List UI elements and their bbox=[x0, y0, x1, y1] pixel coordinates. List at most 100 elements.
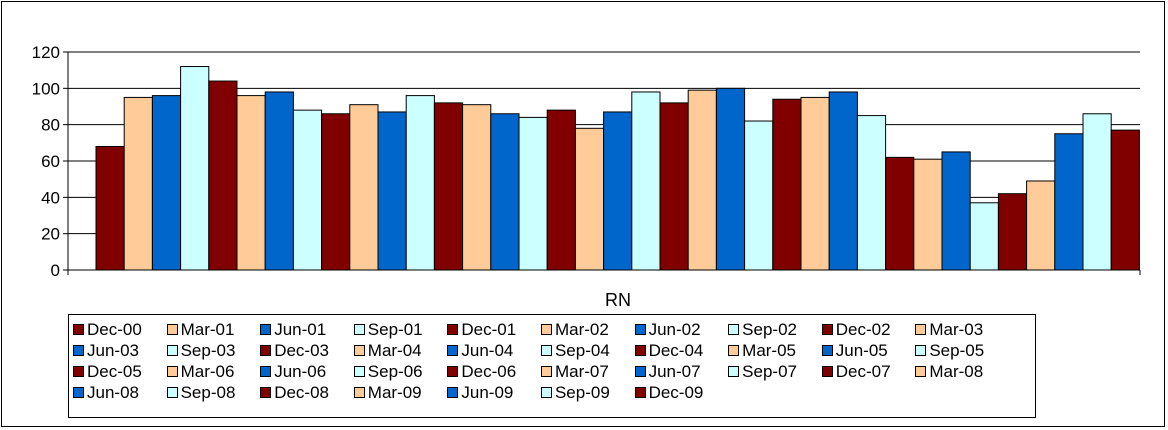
legend-item: Sep-03 bbox=[166, 341, 261, 360]
legend-label: Mar-05 bbox=[742, 341, 797, 360]
bar bbox=[405, 95, 435, 271]
legend-swatch bbox=[166, 324, 178, 335]
legend-label: Mar-06 bbox=[180, 362, 235, 381]
bar bbox=[377, 111, 407, 271]
legend-swatch bbox=[73, 387, 84, 398]
bar bbox=[123, 96, 153, 271]
legend-item: Jun-04 bbox=[447, 342, 541, 359]
legend-label: Sep-09 bbox=[554, 383, 610, 402]
y-tick-label: 40 bbox=[41, 188, 60, 207]
legend-item: Dec-01 bbox=[447, 321, 541, 338]
bar bbox=[772, 98, 802, 271]
legend-item: Dec-08 bbox=[260, 384, 354, 401]
bar bbox=[744, 120, 774, 271]
bar bbox=[856, 115, 887, 271]
legend-swatch bbox=[540, 366, 552, 377]
legend-item: Sep-01 bbox=[353, 321, 448, 338]
bar bbox=[546, 109, 576, 271]
legend-item: Dec-02 bbox=[821, 321, 916, 338]
legend-label: Jun-02 bbox=[648, 320, 701, 339]
legend-item: Dec-06 bbox=[447, 363, 541, 380]
bar bbox=[349, 104, 379, 271]
legend-label: Mar-01 bbox=[180, 320, 235, 339]
legend-item: Dec-04 bbox=[634, 341, 729, 360]
legend-item: Sep-06 bbox=[353, 362, 448, 381]
legend-item: Jun-03 bbox=[73, 342, 167, 359]
legend-item: Jun-07 bbox=[634, 362, 729, 381]
legend-item: Dec-00 bbox=[73, 321, 167, 338]
legend-item: Jun-08 bbox=[73, 384, 167, 401]
legend-item: Jun-05 bbox=[821, 341, 916, 360]
legend-item: Jun-09 bbox=[447, 384, 541, 401]
legend-swatch bbox=[915, 324, 927, 335]
legend-label: Jun-05 bbox=[835, 341, 888, 360]
legend-label: Mar-07 bbox=[554, 362, 609, 381]
legend-label: Dec-00 bbox=[87, 320, 142, 339]
bar bbox=[1110, 129, 1140, 271]
bar bbox=[180, 66, 210, 271]
legend-swatch bbox=[821, 324, 833, 335]
legend-item: Jun-06 bbox=[260, 363, 354, 380]
legend-swatch bbox=[73, 366, 84, 377]
legend-label: Dec-03 bbox=[274, 341, 329, 360]
legend-swatch bbox=[166, 366, 178, 377]
legend-swatch bbox=[73, 345, 84, 356]
bar bbox=[828, 91, 858, 271]
bar bbox=[518, 116, 548, 271]
legend-swatch bbox=[353, 387, 365, 398]
legend-label: Jun-04 bbox=[461, 341, 514, 360]
legend-swatch bbox=[728, 324, 740, 335]
legend-swatch bbox=[260, 387, 272, 398]
legend-label: Mar-03 bbox=[929, 320, 984, 339]
legend-label: Mar-02 bbox=[554, 320, 609, 339]
bar bbox=[574, 127, 605, 271]
legend-swatch bbox=[353, 345, 365, 356]
bar bbox=[151, 95, 182, 271]
legend-row: Dec-00 Mar-01 Jun-01 Sep-01 Dec-01 Mar-02 Jun-… bbox=[73, 319, 1035, 340]
legend-item: Mar-09 bbox=[353, 383, 448, 402]
bar bbox=[659, 102, 689, 271]
legend-swatch bbox=[447, 366, 459, 377]
legend-label: Sep-03 bbox=[180, 341, 236, 360]
legend-swatch bbox=[260, 324, 272, 335]
legend-item: Mar-06 bbox=[166, 362, 261, 381]
legend-label: Mar-08 bbox=[929, 362, 984, 381]
legend-label: Dec-04 bbox=[648, 341, 704, 360]
y-tick-label: 80 bbox=[41, 116, 60, 135]
legend-item: Dec-05 bbox=[73, 363, 167, 380]
bar bbox=[631, 91, 661, 271]
legend-swatch bbox=[353, 366, 365, 377]
bar bbox=[687, 89, 717, 271]
legend-swatch bbox=[540, 387, 552, 398]
bar bbox=[715, 87, 746, 271]
legend-swatch bbox=[634, 387, 646, 398]
bar bbox=[208, 80, 238, 271]
legend-swatch bbox=[447, 345, 459, 356]
bar bbox=[603, 111, 633, 271]
legend-item: Mar-08 bbox=[915, 363, 1009, 380]
legend-label: Jun-07 bbox=[648, 362, 701, 381]
legend-label: Dec-06 bbox=[461, 362, 517, 381]
legend-label: Sep-06 bbox=[367, 362, 423, 381]
y-tick-label: 120 bbox=[32, 43, 60, 62]
legend-item: Dec-09 bbox=[634, 384, 729, 401]
legend-item: Jun-02 bbox=[634, 320, 729, 339]
legend-swatch bbox=[728, 345, 740, 356]
legend-swatch bbox=[166, 345, 178, 356]
axes: 0 20 40 60 80 100 120 RN bbox=[32, 43, 1141, 310]
legend-label: Dec-01 bbox=[461, 320, 517, 339]
bar bbox=[941, 151, 971, 271]
legend-item: Sep-07 bbox=[728, 363, 822, 380]
bar bbox=[1054, 133, 1084, 271]
bar bbox=[95, 145, 125, 271]
bar bbox=[321, 113, 351, 271]
legend-label: Sep-07 bbox=[742, 362, 797, 381]
y-tick-label: 100 bbox=[32, 79, 60, 98]
legend-item: Sep-02 bbox=[728, 321, 822, 338]
legend-label: Jun-06 bbox=[274, 362, 327, 381]
legend-swatch bbox=[634, 345, 646, 356]
bar bbox=[490, 113, 520, 271]
bar bbox=[236, 95, 266, 271]
legend-label: Mar-09 bbox=[367, 383, 422, 402]
